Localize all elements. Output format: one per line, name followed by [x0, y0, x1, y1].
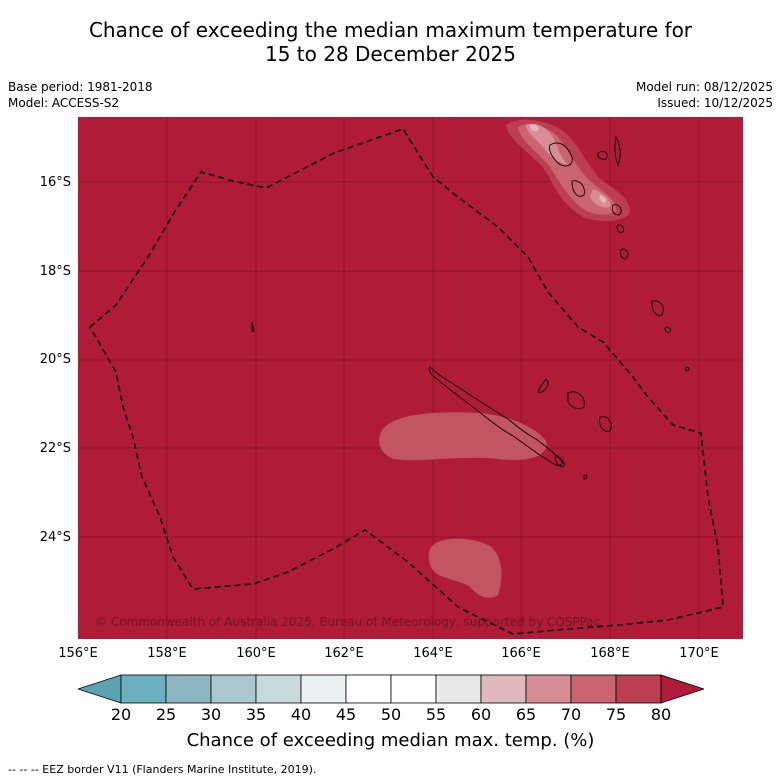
island-loyalty-north	[651, 300, 664, 316]
island-small-2	[583, 474, 588, 480]
title-line-2: 15 to 28 December 2025	[264, 42, 516, 66]
map-title: Chance of exceeding the median maximum t…	[0, 18, 781, 66]
colorbar-tick-70: 70	[560, 705, 582, 724]
metadata-right: Model run: 08/12/2025 Issued: 10/12/2025	[636, 79, 773, 111]
colorbar-tick-60: 60	[470, 705, 492, 724]
colorbar-bin-45	[345, 674, 392, 704]
colorbar-tick-80: 80	[650, 705, 672, 724]
island-espiritu-santo	[549, 142, 573, 167]
colorbar-bin-50	[390, 674, 437, 704]
eez-border	[88, 128, 724, 635]
colorbar-bin-55	[435, 674, 482, 704]
colorbar-bin-35	[255, 674, 302, 704]
island-chesterfield	[251, 321, 255, 332]
lon-label-162e: 162°E	[324, 646, 364, 661]
model-text: Model: ACCESS-S2	[8, 96, 120, 110]
colorbar-bin-65	[525, 674, 572, 704]
colorbar-tick-50: 50	[380, 705, 402, 724]
colorbar-label: Chance of exceeding median max. temp. (%…	[186, 730, 595, 751]
title-line-1: Chance of exceeding the median maximum t…	[88, 18, 693, 42]
lat-label-18s: 18°S	[39, 264, 71, 279]
metadata-left: Base period: 1981-2018 Model: ACCESS-S2	[8, 79, 153, 111]
colorbar-bin-60	[480, 674, 527, 704]
island-hunter	[664, 326, 671, 334]
island-tanna	[619, 248, 629, 260]
lon-label-160e: 160°E	[236, 646, 276, 661]
map-panel: © Commonwealth of Australia 2025, Bureau…	[78, 117, 743, 639]
map-canvas	[78, 117, 743, 639]
lat-label-22s: 22°S	[39, 441, 71, 456]
colorbar-tick-45: 45	[335, 705, 357, 724]
lon-label-156e: 156°E	[58, 646, 98, 661]
island-efate	[611, 204, 622, 216]
issued-text: Issued: 10/12/2025	[657, 96, 773, 110]
island-new-caledonia	[429, 366, 563, 466]
island-lifou	[567, 391, 585, 410]
colorbar-bin-70	[570, 674, 617, 704]
colorbar-bin-40	[300, 674, 347, 704]
island-malekula	[571, 180, 585, 197]
colorbar-tick-25: 25	[155, 705, 177, 724]
lat-label-16s: 16°S	[39, 175, 71, 190]
base-period-text: Base period: 1981-2018	[8, 80, 153, 94]
probability-shading-new-caledonia	[379, 412, 547, 461]
colorbar-tick-20: 20	[110, 705, 132, 724]
lon-label-166e: 166°E	[501, 646, 541, 661]
probability-shading-south	[428, 538, 502, 598]
colorbar-bin-30	[210, 674, 257, 704]
island-ile-des-pins	[554, 454, 565, 468]
colorbar-extend-high	[660, 674, 704, 704]
eez-legend-footer: -- -- -- EEZ border V11 (Flanders Marine…	[8, 763, 317, 776]
copyright-notice: © Commonwealth of Australia 2025, Bureau…	[95, 615, 601, 629]
colorbar-bin-25	[165, 674, 212, 704]
colorbar-tick-75: 75	[605, 705, 627, 724]
gridlines	[78, 117, 743, 639]
colorbar	[78, 674, 704, 704]
colorbar-bin-20	[120, 674, 167, 704]
colorbar-tick-55: 55	[425, 705, 447, 724]
probability-shading-north	[506, 119, 630, 222]
lat-label-24s: 24°S	[39, 530, 71, 545]
colorbar-tick-30: 30	[200, 705, 222, 724]
colorbar-extend-low	[78, 674, 122, 704]
island-erromango	[616, 224, 625, 234]
island-ouvea	[538, 378, 549, 394]
colorbar-tick-65: 65	[515, 705, 537, 724]
lon-label-170e: 170°E	[679, 646, 719, 661]
island-small-1	[685, 366, 690, 372]
lon-label-158e: 158°E	[147, 646, 187, 661]
colorbar-tick-35: 35	[245, 705, 267, 724]
island-maewo	[614, 135, 621, 167]
lon-label-168e: 168°E	[590, 646, 630, 661]
lon-label-164e: 164°E	[413, 646, 453, 661]
island-ambae	[597, 150, 608, 160]
model-run-text: Model run: 08/12/2025	[635, 80, 773, 94]
colorbar-bin-75	[615, 674, 662, 704]
island-mare	[599, 416, 612, 432]
coastlines	[251, 135, 690, 480]
lat-label-20s: 20°S	[39, 352, 71, 367]
colorbar-tick-40: 40	[290, 705, 312, 724]
